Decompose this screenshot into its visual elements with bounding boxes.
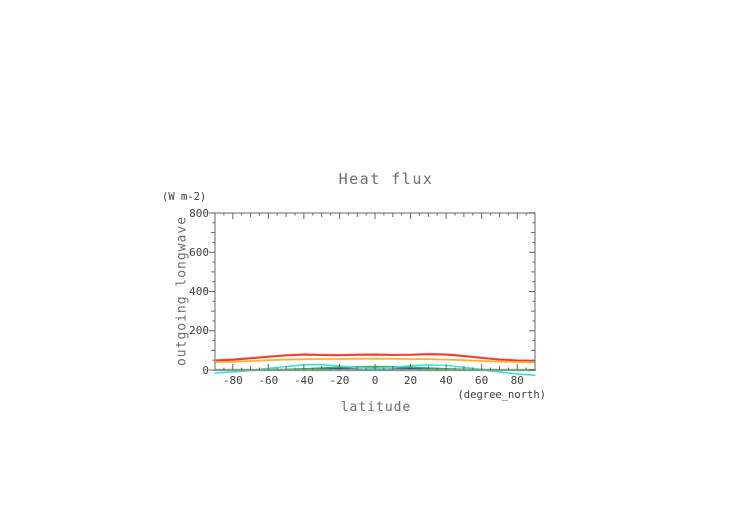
y-tick-label: 800 [189, 206, 209, 220]
x-tick-label: 80 [510, 374, 524, 387]
x-tick-label: -40 [293, 374, 314, 387]
axes-group [209, 212, 536, 371]
x-tick-label: -80 [222, 374, 243, 387]
x-tick-label: 40 [439, 374, 453, 387]
x-tick-label: 20 [403, 374, 418, 387]
y-tick-label: 0 [202, 363, 209, 377]
series-red [214, 353, 536, 362]
x-tick-label: -60 [258, 374, 279, 387]
y-tick-label: 400 [189, 285, 209, 298]
x-axis-label: latitude [340, 400, 412, 415]
series-orange [214, 357, 536, 364]
x-axis-unit-label: (degree_north) [457, 389, 546, 401]
x-tick-label: 60 [475, 374, 489, 387]
y-tick-label: 200 [189, 324, 209, 338]
y-axis-unit-label: (W m-2) [162, 191, 207, 203]
chart-title: Heat flux [338, 170, 434, 188]
y-tick-label: 600 [189, 245, 209, 259]
plot-frame [214, 212, 536, 371]
x-tick-label: -20 [329, 374, 350, 387]
x-tick-label: 0 [371, 374, 379, 387]
